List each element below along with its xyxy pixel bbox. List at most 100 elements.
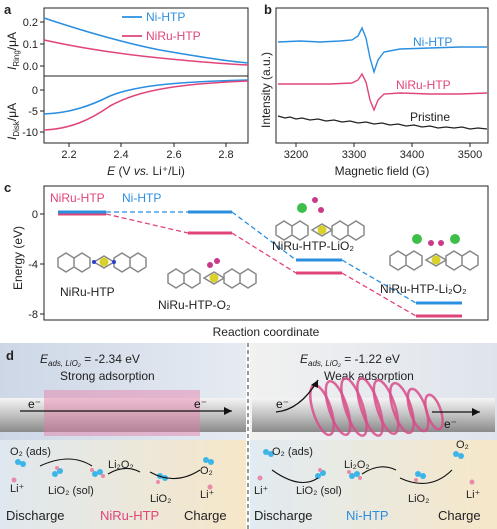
species-label: NiRu-HTP [60,285,115,299]
species-label: LiO₂ [408,493,429,505]
panel-c-y-ticks: 0 -4 -8 [28,209,44,321]
tick-label: 3300 [342,149,366,161]
legend-label: Ni-HTP [146,10,185,24]
epr-label-pristine: Pristine [410,110,450,124]
tick-label: -10 [22,127,38,139]
electron-label: e⁻ [276,397,289,411]
tick-label: 2.6 [166,149,181,161]
species-label: LiO₂ [150,493,171,505]
tick-label: 3400 [400,149,424,161]
species-label: LiO₂ (sol) [48,485,94,497]
panel-c: c 0 -4 -8 Energy (eV) Reaction coordinat… [4,180,489,339]
molecule-niru-htp-lio2 [275,197,365,241]
species-labels: NiRu-HTP NiRu-HTP-O₂ NiRu-HTP-LiO₂ NiRu-… [60,239,467,312]
connector-niru [105,213,417,317]
legend-label: NiRu-HTP [50,191,105,205]
tick-label: 3200 [284,149,308,161]
adsorption-left: Strong adsorption [60,369,155,383]
species-label: NiRu-HTP-O₂ [158,298,231,312]
panel-d-left-bottom [0,440,246,529]
disk-curve-ni-htp [43,79,249,115]
panel-c-ylabel: Energy (eV) [11,226,25,290]
disk-curve-niru-htp [43,80,249,131]
electron-label: e⁻ [444,417,457,431]
molecule-niru-htp [57,252,147,273]
ring-curve-ni-htp [43,17,249,64]
catalyst-left: NiRu-HTP [100,508,159,523]
tick-label: 0.0 [23,61,38,73]
species-label: O₂ [456,439,469,451]
species-labels-left: O₂ (ads) LiO₂ (sol) Li₂O₂ LiO₂ O₂ Li⁺ Li… [10,446,215,505]
panel-a-ylabel-bottom: IDisk/μA [5,103,21,140]
species-label: LiO₂ (sol) [296,485,342,497]
species-labels-right: O₂ (ads) LiO₂ (sol) Li₂O₂ LiO₂ O₂ Li⁺ Li… [254,439,481,505]
panel-b-letter: b [264,2,272,17]
epr-curve-niru-htp [278,72,488,112]
panel-c-letter: c [4,180,11,195]
epr-label-ni-htp: Ni-HTP [413,35,452,49]
tick-label: -5 [28,106,38,118]
species-label: O₂ (ads) [10,446,51,458]
panel-d: d Eads, LiO₂ = -2.34 eV Strong adsorptio… [0,343,497,529]
species-label: NiRu-HTP-LiO₂ [272,239,354,253]
tick-label: 0.2 [23,17,38,29]
catalyst-right: Ni-HTP [346,508,389,523]
connector-ni [106,211,417,304]
pink-layer-left [44,390,200,436]
panel-a: a 0.2 0.1 0.0 0 -5 -10 2.2 2.4 2.6 2.8 N… [4,2,249,178]
eads-left: Eads, LiO₂ = -2.34 eV [40,352,140,368]
panel-a-xlabel: E (V vs. Li⁺/Li) [107,164,185,178]
panel-a-top-ticks: 0.2 0.1 0.0 [23,17,44,73]
eads-right: Eads, LiO₂ = -1.22 eV [300,352,400,368]
tick-label: 2.8 [218,149,233,161]
charge-right: Charge [438,508,481,523]
electron-label: e⁻ [28,397,41,411]
discharge-right: Discharge [254,508,313,523]
electron-label: e⁻ [194,397,207,411]
species-label: NiRu-HTP-Li₂O₂ [380,282,467,296]
panel-a-legend: Ni-HTP NiRu-HTP [122,10,201,43]
panel-d-letter: d [6,348,14,363]
tick-label: -4 [28,259,38,271]
species-cluster-right [257,449,475,485]
epr-curve-pristine [277,115,488,130]
molecule-niru-htp-li2o2 [389,234,479,271]
adsorption-right: Weak adsorption [324,369,414,383]
panel-b-xlabel: Magnetic field (G) [335,164,430,178]
legend-label: NiRu-HTP [146,29,201,43]
molecule-niru-htp-o2 [167,258,257,289]
panel-a-bottom-ticks: 0 -5 -10 [22,85,44,139]
panel-b-x-ticks: 3200 3300 3400 3500 [284,143,482,161]
tick-label: 0 [32,209,38,221]
tick-label: 2.4 [113,149,128,161]
species-label: Li⁺ [466,489,481,501]
panel-b-ylabel: Intensity (a.u.) [259,52,273,128]
species-label: Li⁺ [254,485,269,497]
electrode-rod-left [0,398,246,432]
species-label: O₂ [200,465,213,477]
species-label: Li⁺ [200,489,215,501]
discharge-left: Discharge [6,508,65,523]
charge-left: Charge [184,508,227,523]
panel-a-x-ticks: 2.2 2.4 2.6 2.8 [61,143,234,161]
electrode-rod-right [252,398,495,432]
species-label: Li₂O₂ [344,459,370,471]
panel-a-letter: a [4,2,12,17]
species-label: Li₂O₂ [108,459,134,471]
species-label: O₂ (ads) [272,446,313,458]
panel-b: b 3200 3300 3400 3500 Ni-HTP NiRu-HTP Pr… [259,2,489,178]
tick-label: 3500 [458,149,482,161]
tick-label: 2.2 [61,149,76,161]
tick-label: -8 [28,309,38,321]
energy-levels [58,210,462,318]
panel-c-xlabel: Reaction coordinate [213,325,320,339]
ring-curve-niru-htp [43,39,249,66]
species-cluster-left [11,457,214,490]
legend-label: Ni-HTP [122,191,161,205]
panel-a-ylabel-top: IRing/μA [5,32,21,70]
epr-label-niru-htp: NiRu-HTP [396,78,451,92]
pink-coils-right [309,377,444,437]
species-label: Li⁺ [10,483,25,495]
tick-label: 0.1 [23,39,38,51]
